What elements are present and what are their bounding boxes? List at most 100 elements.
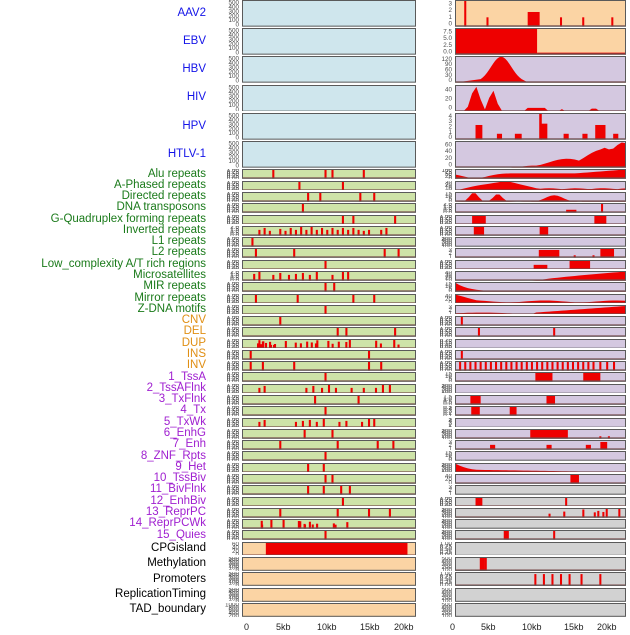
svg-text:0: 0 [235, 135, 239, 140]
svg-text:0.00: 0.00 [227, 220, 240, 224]
svg-text:0.00: 0.00 [227, 333, 240, 337]
svg-text:0: 0 [448, 175, 452, 179]
svg-text:0: 0 [448, 378, 452, 382]
svg-text:0.00: 0.00 [227, 356, 240, 360]
svg-text:0.00: 0.00 [227, 514, 240, 518]
svg-text:20: 20 [445, 95, 453, 102]
svg-text:20kb: 20kb [597, 622, 617, 632]
svg-text:0: 0 [235, 582, 239, 586]
svg-text:0: 0 [448, 198, 452, 202]
svg-text:0: 0 [448, 288, 452, 292]
svg-text:0.00: 0.00 [227, 266, 240, 270]
svg-text:40: 40 [445, 86, 453, 93]
svg-text:100: 100 [441, 613, 452, 617]
svg-text:0.00: 0.00 [440, 356, 453, 360]
svg-text:0.00: 0.00 [227, 390, 240, 394]
svg-text:0: 0 [448, 78, 452, 83]
svg-text:100: 100 [441, 597, 452, 601]
svg-text:0.00: 0.00 [440, 345, 453, 349]
svg-text:0: 0 [235, 78, 239, 83]
svg-text:10kb: 10kb [317, 622, 337, 632]
svg-text:0.00: 0.00 [227, 299, 240, 303]
svg-text:100: 100 [441, 536, 452, 540]
svg-text:0.00: 0.00 [227, 345, 240, 349]
svg-text:5kb: 5kb [481, 622, 496, 632]
svg-text:0.00: 0.00 [440, 333, 453, 337]
svg-text:0.0: 0.0 [443, 209, 452, 213]
svg-text:15kb: 15kb [564, 622, 584, 632]
svg-text:0.00: 0.00 [227, 187, 240, 191]
svg-text:0.00: 0.00 [227, 435, 240, 439]
svg-text:0.00: 0.00 [227, 412, 240, 416]
svg-text:10: 10 [445, 277, 453, 281]
svg-text:0.00: 0.00 [227, 209, 240, 213]
svg-text:0: 0 [448, 162, 452, 168]
svg-text:0: 0 [235, 106, 239, 111]
svg-text:1: 1 [448, 424, 452, 428]
svg-text:0.0: 0.0 [230, 232, 239, 236]
svg-text:0.00: 0.00 [227, 525, 240, 529]
svg-text:1: 1 [448, 310, 452, 314]
svg-text:0.00: 0.00 [227, 175, 240, 179]
svg-text:0.00: 0.00 [227, 322, 240, 326]
svg-text:1: 1 [448, 254, 452, 258]
svg-text:0: 0 [448, 299, 452, 303]
svg-text:5kb: 5kb [276, 622, 291, 632]
svg-text:0: 0 [448, 21, 452, 27]
svg-text:15kb: 15kb [360, 622, 380, 632]
svg-text:0.00: 0.00 [227, 367, 240, 371]
svg-text:0.00: 0.00 [227, 243, 240, 247]
svg-text:0.00: 0.00 [227, 254, 240, 258]
svg-text:0.00: 0.00 [227, 536, 240, 540]
svg-text:0.00: 0.00 [440, 232, 453, 236]
svg-text:0: 0 [448, 104, 452, 111]
svg-text:0: 0 [235, 598, 239, 602]
svg-text:0: 0 [235, 50, 239, 55]
svg-text:0.00: 0.00 [227, 446, 240, 450]
svg-text:0.00: 0.00 [227, 424, 240, 428]
svg-text:0: 0 [244, 622, 249, 632]
svg-text:1: 1 [448, 491, 452, 495]
svg-text:0.00: 0.00 [227, 378, 240, 382]
svg-text:0.00: 0.00 [227, 469, 240, 473]
svg-text:100: 100 [441, 525, 452, 529]
svg-text:0.0: 0.0 [230, 277, 239, 281]
svg-text:0: 0 [450, 622, 455, 632]
svg-text:0.00: 0.00 [227, 502, 240, 506]
svg-text:10kb: 10kb [522, 622, 542, 632]
svg-text:100: 100 [441, 390, 452, 394]
svg-text:0.00: 0.00 [440, 367, 453, 371]
svg-text:0: 0 [235, 163, 239, 168]
svg-text:0.00: 0.00 [227, 480, 240, 484]
svg-text:0: 0 [448, 134, 452, 139]
svg-text:100: 100 [441, 514, 452, 518]
svg-text:0.00: 0.00 [440, 551, 453, 555]
svg-text:200: 200 [228, 613, 239, 617]
svg-text:100: 100 [441, 567, 452, 571]
svg-text:0.00: 0.00 [440, 322, 453, 326]
svg-text:0: 0 [448, 186, 452, 190]
svg-text:0.00: 0.00 [440, 266, 453, 270]
svg-text:0: 0 [235, 22, 239, 27]
svg-text:100: 100 [441, 243, 452, 247]
svg-text:0.00: 0.00 [227, 198, 240, 202]
svg-text:0.00: 0.00 [227, 311, 240, 315]
svg-text:0: 0 [448, 457, 452, 461]
svg-text:0.00: 0.00 [227, 491, 240, 495]
svg-text:0.00: 0.00 [440, 582, 453, 586]
svg-text:1: 1 [448, 445, 452, 449]
svg-text:0: 0 [235, 567, 239, 571]
svg-text:0.00: 0.00 [440, 502, 453, 506]
svg-text:0.0: 0.0 [443, 401, 452, 405]
svg-text:0: 0 [235, 551, 239, 556]
svg-text:0: 0 [448, 479, 452, 483]
svg-text:0.00: 0.00 [227, 457, 240, 461]
svg-text:0.00: 0.00 [227, 288, 240, 292]
svg-text:0.00: 0.00 [227, 401, 240, 405]
svg-text:0.00: 0.00 [440, 220, 453, 224]
svg-text:0.0: 0.0 [443, 49, 452, 55]
svg-text:20kb: 20kb [394, 622, 414, 632]
svg-text:100: 100 [441, 435, 452, 439]
svg-text:100: 100 [441, 469, 452, 473]
svg-text:0.1: 0.1 [443, 412, 452, 416]
